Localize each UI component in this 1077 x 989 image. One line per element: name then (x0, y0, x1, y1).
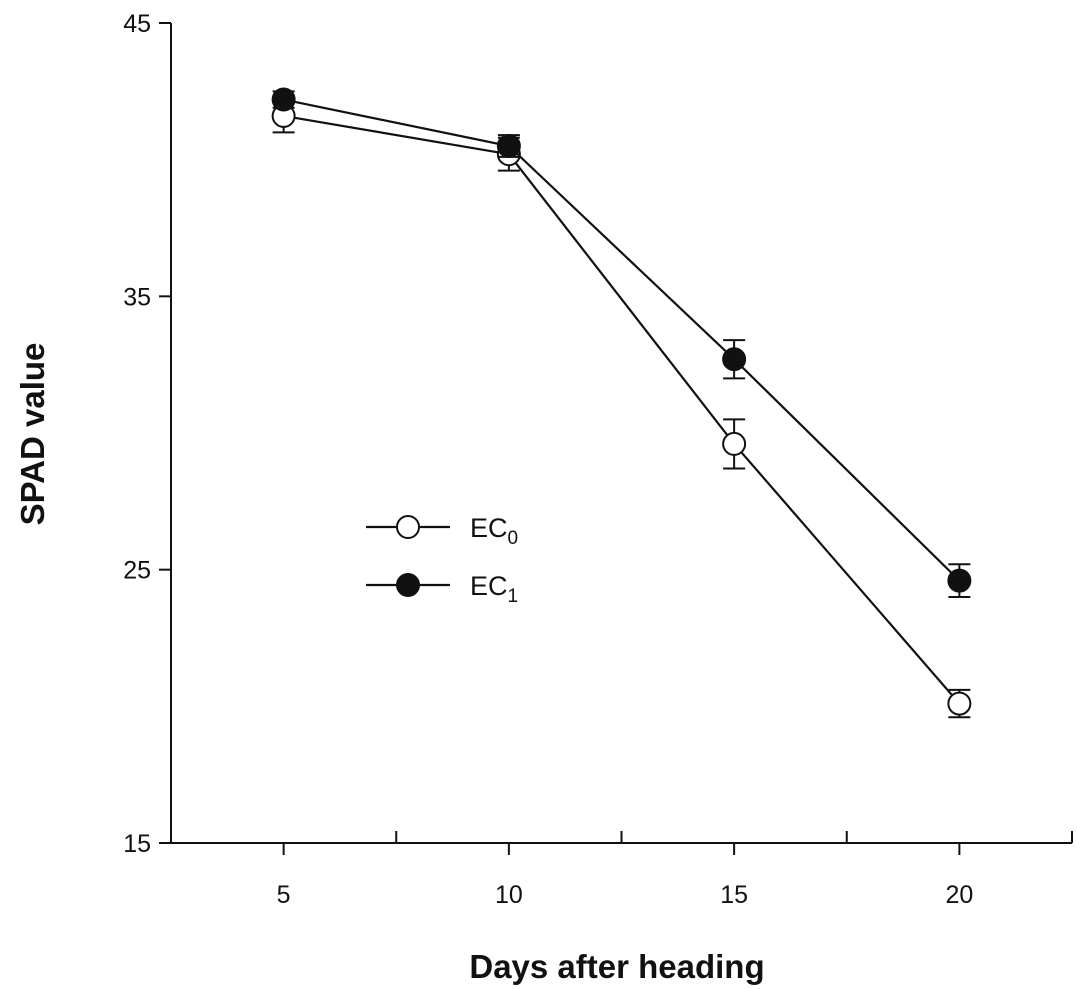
legend-label-subscript: 1 (508, 586, 519, 607)
legend-label: EC1 (470, 571, 518, 607)
series-EC1 (271, 87, 972, 598)
data-point (947, 568, 972, 593)
y-tick-label: 25 (123, 557, 151, 585)
legend-label: EC0 (470, 513, 518, 549)
y-tick-label: 35 (123, 283, 151, 311)
data-point (722, 431, 747, 456)
legend-marker (396, 515, 420, 539)
y-tick-label: 15 (123, 830, 151, 858)
legend-label-subscript: 0 (508, 528, 519, 549)
x-tick-label: 20 (945, 881, 973, 909)
series-EC0 (271, 98, 972, 719)
x-tick-label: 15 (720, 881, 748, 909)
legend-item-EC1: EC1 (366, 571, 518, 607)
legend-marker (396, 573, 420, 597)
x-tick-label: 10 (495, 881, 523, 909)
legend-label-main: EC (470, 571, 508, 601)
x-axis-title: Days after heading (469, 948, 764, 985)
y-tick-label: 45 (123, 10, 151, 38)
data-point (722, 347, 747, 372)
x-tick-label: 5 (277, 881, 291, 909)
legend-label-main: EC (470, 513, 508, 543)
series-line (283, 114, 961, 705)
legend-item-EC0: EC0 (366, 513, 518, 549)
data-point (947, 691, 972, 716)
series-line (283, 98, 961, 582)
data-point (271, 87, 296, 112)
data-point (496, 134, 521, 158)
y-axis-title: SPAD value (14, 343, 51, 526)
series-layer (271, 87, 972, 719)
